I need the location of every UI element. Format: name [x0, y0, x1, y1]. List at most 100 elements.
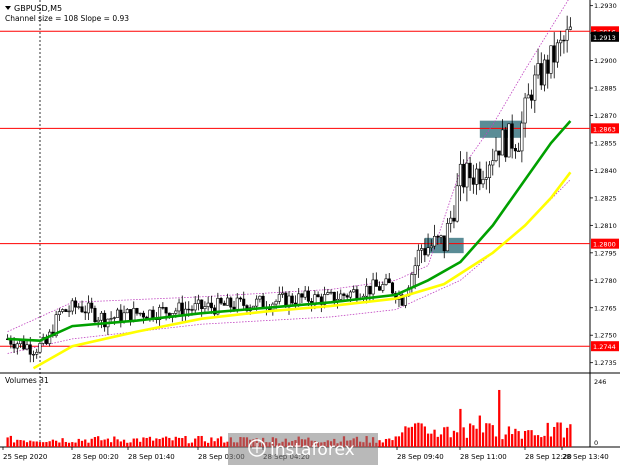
candle-body — [484, 177, 488, 180]
volume-bar — [164, 436, 168, 447]
candle-body — [229, 297, 233, 308]
candle-body — [277, 294, 281, 302]
time-tick-label: 28 Sep 09:40 — [397, 453, 444, 461]
volume-bar — [465, 437, 469, 447]
volume-bar — [51, 439, 55, 447]
candle-body — [222, 302, 226, 306]
volume-bar — [410, 426, 414, 447]
volume-bar — [472, 425, 475, 447]
volume-bar — [536, 435, 540, 447]
candle-body — [536, 63, 540, 76]
volume-bar — [511, 434, 514, 447]
candle-body — [119, 309, 123, 322]
volume-bar — [174, 436, 177, 447]
price-tick-label: 1.2900 — [594, 57, 617, 65]
candle-body — [390, 282, 395, 294]
volume-bar — [426, 433, 430, 447]
candle-body — [342, 293, 346, 296]
volume-bar — [142, 437, 145, 447]
volume-bar — [184, 435, 187, 447]
candle-body — [74, 300, 78, 308]
volume-bar — [414, 423, 417, 447]
volume-bar — [459, 408, 462, 447]
current-price-label: 1.2913 — [593, 34, 616, 42]
candle-body — [449, 217, 453, 224]
collapse-arrow-icon[interactable] — [5, 6, 11, 10]
volume-bar — [562, 437, 566, 447]
volume-bar — [491, 425, 494, 447]
candle-body — [86, 302, 91, 314]
candle-body — [255, 298, 259, 307]
candle-body — [31, 353, 36, 356]
ma-slow-line — [32, 171, 572, 370]
volumes-label: Volumes 31 — [5, 376, 49, 385]
volume-bar — [384, 438, 388, 447]
volume-bar — [106, 438, 110, 447]
volume-bar — [530, 430, 533, 447]
candle-body — [478, 168, 482, 185]
candle-body — [28, 344, 32, 355]
price-tick-label: 1.2795 — [594, 249, 617, 257]
candle-body — [148, 309, 152, 319]
volume-bar — [388, 438, 391, 447]
volume-bar — [417, 422, 420, 447]
current-price-tag — [591, 31, 619, 42]
candle-body — [193, 303, 197, 311]
price-tick-label: 1.2765 — [594, 304, 617, 312]
candle-body — [568, 26, 572, 30]
volume-bar — [436, 436, 439, 447]
price-tick-label: 1.2780 — [594, 277, 617, 285]
candle-body — [125, 309, 129, 314]
volume-bar — [478, 415, 481, 447]
volume-bar — [420, 423, 423, 447]
volume-bar — [71, 442, 74, 447]
candle-body — [323, 294, 327, 305]
volume-bar — [152, 440, 155, 447]
volume-bar — [64, 441, 67, 447]
volume-bar — [527, 430, 530, 447]
candle-body — [251, 305, 255, 309]
volume-bar — [481, 432, 485, 447]
candle-body — [520, 122, 524, 152]
volume-bar — [433, 429, 436, 447]
volume-bar — [67, 442, 71, 447]
candle-body — [274, 300, 278, 305]
level-tag — [591, 123, 619, 134]
volume-bar — [533, 435, 536, 447]
candle-body — [426, 247, 430, 256]
time-tick-label: 28 Sep 13:40 — [562, 453, 609, 461]
candle-body — [462, 163, 466, 188]
time-tick-label: 25 Sep 2020 — [3, 453, 47, 461]
volume-bar — [148, 436, 152, 447]
volume-bar — [452, 430, 456, 447]
volume-bar — [449, 437, 452, 447]
volume-bar — [210, 437, 213, 447]
candle-body — [352, 289, 356, 293]
volume-bar — [569, 424, 572, 447]
volume-bar — [171, 440, 174, 447]
candle-body — [439, 235, 443, 238]
volume-bar — [16, 439, 19, 447]
volume-bar — [456, 432, 459, 447]
candle-body — [12, 343, 16, 349]
candle-body — [83, 311, 87, 314]
volume-bar — [501, 439, 504, 447]
candle-body — [494, 150, 498, 161]
time-tick-label: 28 Sep 12:20 — [525, 453, 572, 461]
candle-body — [135, 308, 139, 314]
candle-body — [517, 150, 521, 153]
volume-bar — [48, 441, 51, 447]
watermark-text: instaforex — [270, 440, 355, 460]
volume-bar — [129, 442, 132, 447]
candle-body — [64, 309, 68, 312]
candle-body — [387, 278, 391, 284]
candle-body — [507, 123, 511, 158]
candle-body — [200, 299, 204, 310]
candle-body — [458, 163, 462, 187]
candle-body — [526, 94, 530, 99]
volume-bar — [38, 442, 42, 447]
volume-bar — [559, 422, 562, 447]
volume-bar — [139, 441, 142, 447]
